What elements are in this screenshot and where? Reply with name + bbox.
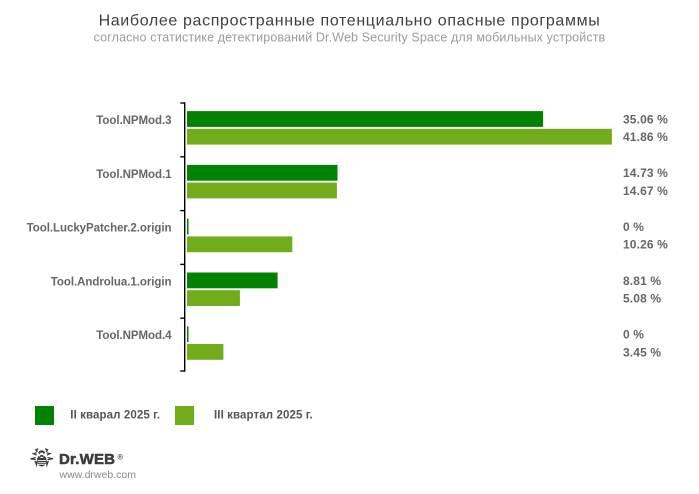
svg-text:3.45 %: 3.45 % bbox=[623, 345, 661, 359]
svg-text:0 %: 0 % bbox=[623, 220, 644, 234]
svg-text:14.67 %: 14.67 % bbox=[623, 184, 668, 198]
svg-text:5.08 %: 5.08 % bbox=[623, 292, 661, 306]
svg-text:0 %: 0 % bbox=[623, 328, 644, 342]
svg-text:Tool.NPMod.3: Tool.NPMod.3 bbox=[96, 115, 171, 127]
svg-text:8.81 %: 8.81 % bbox=[623, 274, 661, 288]
svg-text:35.06 %: 35.06 % bbox=[623, 112, 668, 126]
svg-text:Tool.NPMod.4: Tool.NPMod.4 bbox=[96, 330, 172, 342]
svg-text:Dr.WEB: Dr.WEB bbox=[59, 451, 115, 468]
svg-text:14.73 %: 14.73 % bbox=[623, 166, 668, 180]
svg-text:II кварал 2025 г.: II кварал 2025 г. bbox=[70, 410, 160, 422]
svg-text:Tool.LuckyPatcher.2.origin: Tool.LuckyPatcher.2.origin bbox=[27, 223, 172, 235]
svg-text:согласно статистике детектиров: согласно статистике детектирований Dr.We… bbox=[94, 30, 606, 44]
svg-text:Tool.NPMod.1: Tool.NPMod.1 bbox=[96, 169, 172, 181]
svg-text:www.drweb.com: www.drweb.com bbox=[59, 469, 137, 481]
svg-text:Tool.Androlua.1.origin: Tool.Androlua.1.origin bbox=[51, 276, 172, 288]
svg-text:Наиболее распространные потенц: Наиболее распространные потенциально опа… bbox=[99, 13, 601, 30]
svg-text:®: ® bbox=[118, 453, 124, 462]
svg-text:10.26 %: 10.26 % bbox=[623, 238, 668, 252]
svg-text:III квартал 2025 г.: III квартал 2025 г. bbox=[214, 410, 313, 422]
svg-text:41.86 %: 41.86 % bbox=[623, 130, 668, 144]
